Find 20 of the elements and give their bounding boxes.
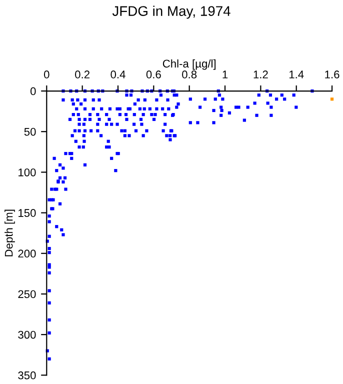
y-tick-label: 0 [30, 87, 36, 96]
x-tick-label: 1.4 [289, 70, 304, 78]
y-tick-label: 300 [18, 330, 36, 339]
x-tick-label: 0 [44, 70, 50, 78]
y-axis-title: Depth [m] [4, 210, 15, 256]
y-tick-label: 100 [18, 168, 36, 176]
x-tick-label: 0.6 [146, 70, 161, 78]
y-tick-label: 350 [18, 371, 36, 380]
y-tick-label: 150 [18, 209, 36, 217]
x-tick-label: 0.8 [182, 70, 197, 78]
y-tick-label: 250 [18, 290, 36, 298]
y-tick-label: 50 [24, 128, 36, 136]
x-tick-label: 0.4 [110, 70, 126, 78]
x-axis-title: Chl-a [µg/l] [162, 59, 216, 70]
x-tick-label: 1.6 [325, 70, 340, 78]
y-tick-label: 200 [18, 250, 36, 258]
x-tick-label: 1.2 [254, 70, 268, 78]
chart-title: JFDG in May, 1974 [112, 6, 230, 19]
x-tick-label: 0.2 [75, 70, 90, 78]
x-tick-label: 1 [222, 70, 228, 78]
